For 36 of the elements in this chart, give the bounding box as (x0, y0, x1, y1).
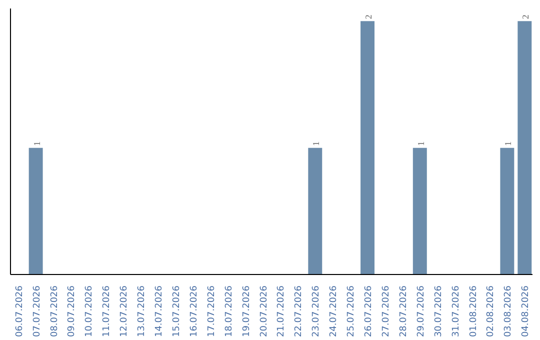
x-tick-label: 01.08.2026 (468, 285, 479, 338)
x-tick-label: 15.07.2026 (172, 285, 182, 338)
x-tick-label: 22.07.2026 (294, 285, 304, 338)
x-tick-label: 18.07.2026 (224, 285, 234, 338)
data-label: 2 (520, 14, 531, 20)
x-tick-label: 10.07.2026 (84, 285, 95, 338)
x-tick-label: 29.07.2026 (416, 285, 426, 338)
x-tick-label: 03.08.2026 (504, 285, 514, 338)
x-tick-label: 06.07.2026 (14, 285, 25, 338)
x-tick-label: 14.07.2026 (154, 285, 165, 338)
x-tick-label: 08.07.2026 (50, 285, 60, 338)
data-label: 1 (503, 141, 514, 146)
x-tick-label: 02.08.2026 (486, 285, 496, 338)
x-tick-label: 07.07.2026 (32, 285, 42, 338)
x-tick-label: 24.07.2026 (329, 285, 340, 338)
x-tick-label: 04.08.2026 (521, 285, 532, 338)
data-label: 2 (364, 14, 374, 20)
x-tick-label: 31.07.2026 (451, 285, 462, 338)
x-tick-label: 09.07.2026 (67, 285, 78, 338)
x-tick-label: 28.07.2026 (398, 285, 409, 338)
x-tick-label: 25.07.2026 (346, 285, 357, 338)
x-tick-label: 30.07.2026 (434, 285, 444, 338)
x-tick-label: 27.07.2026 (381, 285, 392, 338)
x-tick-label: 17.07.2026 (206, 285, 217, 338)
x-tick-label: 11.07.2026 (102, 285, 112, 338)
x-tick-label: 21.07.2026 (276, 285, 287, 338)
x-tick-label: 23.07.2026 (312, 285, 322, 338)
x-tick-label: 19.07.2026 (242, 285, 252, 338)
x-tick-label: 16.07.2026 (189, 285, 200, 338)
data-label: 1 (311, 141, 322, 146)
x-tick-label: 12.07.2026 (120, 285, 130, 338)
x-tick-label: 20.07.2026 (259, 285, 270, 338)
data-label: 1 (416, 141, 426, 146)
x-tick-label: 13.07.2026 (137, 285, 148, 338)
x-tick-label: 26.07.2026 (364, 285, 374, 338)
data-label: 1 (32, 141, 42, 146)
